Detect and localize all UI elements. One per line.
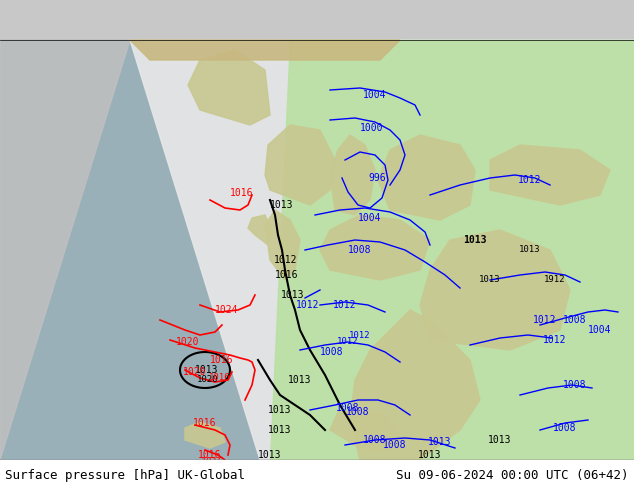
Text: 1016: 1016 [209, 373, 231, 383]
Text: 1004: 1004 [363, 90, 387, 100]
Text: 1020: 1020 [197, 375, 219, 385]
Text: 1016: 1016 [198, 450, 222, 460]
Text: 1013: 1013 [258, 450, 281, 460]
Polygon shape [248, 215, 272, 245]
Text: 1013: 1013 [268, 405, 292, 415]
Text: 1020: 1020 [183, 367, 207, 377]
Polygon shape [0, 40, 634, 460]
Polygon shape [270, 40, 634, 460]
Polygon shape [130, 40, 400, 60]
Text: 1012: 1012 [275, 255, 298, 265]
Text: 1004: 1004 [358, 213, 382, 223]
Text: 1008: 1008 [320, 347, 344, 357]
Text: 1013: 1013 [418, 450, 442, 460]
Text: Surface pressure [hPa] UK-Global: Surface pressure [hPa] UK-Global [5, 468, 245, 482]
Text: 1013: 1013 [268, 425, 292, 435]
Polygon shape [330, 410, 400, 452]
Text: 1016: 1016 [210, 355, 234, 365]
Text: 1020: 1020 [176, 337, 200, 347]
Text: 1008: 1008 [383, 440, 407, 450]
Polygon shape [188, 50, 270, 125]
Text: Su 09-06-2024 00:00 UTC (06+42): Su 09-06-2024 00:00 UTC (06+42) [396, 468, 629, 482]
Text: 1013: 1013 [428, 437, 452, 447]
Polygon shape [265, 125, 335, 205]
Polygon shape [130, 40, 634, 460]
Text: 1008: 1008 [336, 403, 359, 413]
Bar [0, 40, 634, 460]
Text: 1008: 1008 [346, 407, 370, 417]
Text: 1012: 1012 [349, 330, 371, 340]
Text: 1008: 1008 [348, 245, 372, 255]
Text: 1013: 1013 [479, 275, 501, 285]
Polygon shape [350, 310, 480, 460]
Polygon shape [378, 135, 475, 220]
Text: 1013: 1013 [288, 375, 312, 385]
Text: 1013: 1013 [195, 365, 219, 375]
Polygon shape [320, 215, 430, 280]
Text: 1008: 1008 [563, 315, 586, 325]
Text: 1013: 1013 [519, 245, 541, 254]
Text: 1016: 1016 [193, 418, 217, 428]
Text: 1016: 1016 [201, 457, 224, 467]
Text: 1016: 1016 [230, 188, 254, 198]
Polygon shape [420, 230, 570, 350]
Text: 1013: 1013 [488, 435, 512, 445]
Text: 1013: 1013 [270, 200, 294, 210]
Polygon shape [0, 40, 130, 460]
Text: 996: 996 [368, 173, 386, 183]
Text: 1012: 1012 [543, 335, 567, 345]
Text: 1912: 1912 [544, 275, 566, 285]
Text: 1008: 1008 [563, 380, 586, 390]
Text: 1013: 1013 [281, 290, 305, 300]
Bar [0, 460, 634, 490]
Text: 1004: 1004 [588, 325, 612, 335]
Text: 1012: 1012 [333, 300, 357, 310]
Text: 1008: 1008 [553, 423, 577, 433]
Text: 1013: 1013 [463, 235, 487, 245]
Text: 1008: 1008 [363, 435, 387, 445]
Polygon shape [185, 422, 225, 448]
Polygon shape [330, 135, 375, 215]
Text: 1016: 1016 [275, 270, 299, 280]
Text: 1012: 1012 [533, 315, 557, 325]
Text: 1000: 1000 [360, 123, 384, 133]
Polygon shape [490, 145, 610, 205]
Text: 1012: 1012 [337, 338, 359, 346]
Text: 1012: 1012 [296, 300, 320, 310]
Polygon shape [265, 210, 300, 280]
Text: 1024: 1024 [216, 305, 239, 315]
Text: 1012: 1012 [518, 175, 541, 185]
